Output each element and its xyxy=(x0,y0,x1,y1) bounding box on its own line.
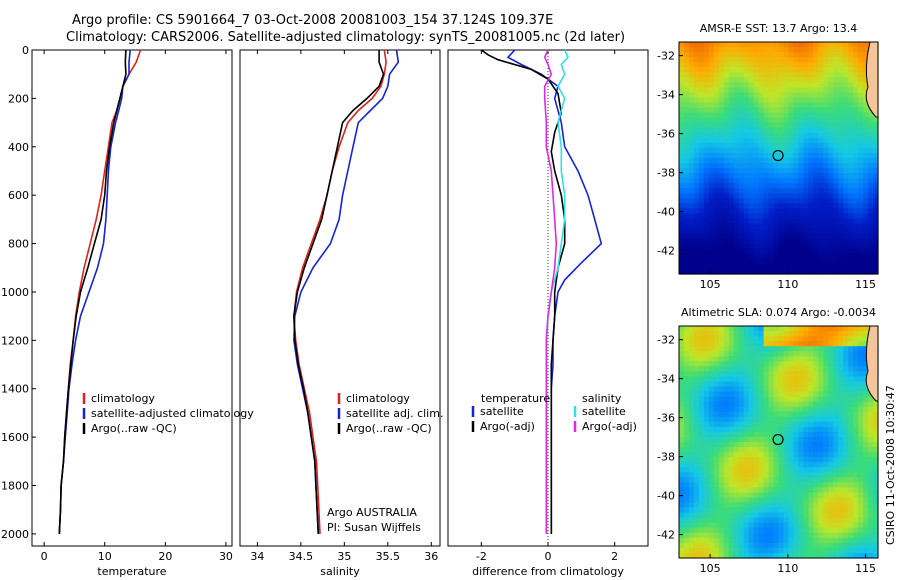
x-tick-label: 35 xyxy=(337,550,351,563)
map-x-tick-label: 115 xyxy=(855,562,876,575)
map-frame-3 xyxy=(678,41,879,275)
x-tick-label: 34.5 xyxy=(289,550,314,563)
x-tick-label: 36 xyxy=(424,550,438,563)
argo-position-marker xyxy=(772,149,784,162)
y-tick-label: 1000 xyxy=(1,286,29,299)
map-title-3: AMSR-E SST: 13.7 Argo: 13.4 xyxy=(700,22,858,35)
map-y-tick-label: -34 xyxy=(657,89,675,102)
y-tick-label: 200 xyxy=(8,92,29,105)
map-y-tick-label: -32 xyxy=(657,334,675,347)
timestamp-label: CSIRO 11-Oct-2008 10:30:47 xyxy=(884,385,897,545)
series-line-1-0 xyxy=(293,49,387,534)
series-line-1-2 xyxy=(293,50,385,534)
legend-title-salinity: salinity xyxy=(582,392,622,405)
map-field-4 xyxy=(679,326,879,559)
x-tick-label: 0 xyxy=(545,550,552,563)
map-y-tick-label: -32 xyxy=(657,50,675,63)
x-tick-label: -2 xyxy=(476,550,487,563)
legend-label: satellite xyxy=(480,405,524,418)
series-line-0-2 xyxy=(58,49,127,534)
plot-frame-0 xyxy=(31,49,233,547)
legend-label: Argo(..raw -QC) xyxy=(346,422,432,435)
legend-label: satellite adj. clim. xyxy=(346,407,443,420)
y-tick-label: 1600 xyxy=(1,431,29,444)
y-tick-label: 600 xyxy=(8,189,29,202)
map-x-tick-label: 115 xyxy=(855,278,876,291)
map-y-tick-label: -42 xyxy=(657,245,675,258)
map-x-tick-label: 105 xyxy=(700,562,721,575)
x-axis-label: salinity xyxy=(320,565,360,578)
annotation-line1: Argo AUSTRALIA xyxy=(327,506,417,519)
coastline-3 xyxy=(865,41,879,118)
map-y-tick-label: -40 xyxy=(657,490,675,503)
y-tick-label: 400 xyxy=(8,141,29,154)
x-tick-label: 10 xyxy=(98,550,112,563)
legend-label: Argo(-adj) xyxy=(582,420,637,433)
legend-label: Argo(..raw -QC) xyxy=(91,422,177,435)
y-tick-label: 1800 xyxy=(1,480,29,493)
x-tick-label: 34 xyxy=(250,550,264,563)
x-tick-label: 20 xyxy=(158,550,172,563)
map-x-tick-label: 110 xyxy=(777,278,798,291)
x-tick-label: 35.5 xyxy=(376,550,401,563)
y-tick-label: 1200 xyxy=(1,334,29,347)
coastline-4 xyxy=(865,325,879,402)
legend-title-temperature: temperature xyxy=(481,392,550,405)
y-tick-label: 0 xyxy=(22,44,29,57)
x-tick-label: 0 xyxy=(41,550,48,563)
chart-title-line2: Climatology: CARS2006. Satellite-adjuste… xyxy=(66,30,626,45)
map-y-tick-label: -40 xyxy=(657,206,675,219)
map-y-tick-label: -42 xyxy=(657,529,675,542)
chart-title-line1: Argo profile: CS 5901664_7 03-Oct-2008 2… xyxy=(72,13,554,28)
y-tick-label: 2000 xyxy=(1,528,29,541)
annotation-line2: PI: Susan Wijffels xyxy=(327,521,421,534)
plot-frame-1 xyxy=(239,49,441,547)
legend-label: satellite-adjusted climatology xyxy=(91,407,254,420)
legend-label: climatology xyxy=(346,392,410,405)
map-field-3 xyxy=(679,42,879,275)
map-y-tick-label: -38 xyxy=(657,167,675,180)
legend-label: satellite xyxy=(582,405,626,418)
plot-frame-2 xyxy=(447,49,649,547)
y-tick-label: 800 xyxy=(8,238,29,251)
y-tick-label: 1400 xyxy=(1,383,29,396)
map-frame-4 xyxy=(678,325,879,559)
argo-position-marker xyxy=(772,433,784,446)
x-tick-label: 2 xyxy=(611,550,618,563)
map-x-tick-label: 110 xyxy=(777,562,798,575)
legend-label: climatology xyxy=(91,392,155,405)
x-axis-label: difference from climatology xyxy=(472,565,624,578)
map-y-tick-label: -36 xyxy=(657,412,675,425)
series-line-2-3 xyxy=(543,49,558,534)
map-y-tick-label: -36 xyxy=(657,128,675,141)
map-x-tick-label: 105 xyxy=(700,278,721,291)
x-tick-label: 30 xyxy=(219,550,233,563)
map-y-tick-label: -34 xyxy=(657,373,675,386)
x-axis-label: temperature xyxy=(97,565,166,578)
map-y-tick-label: -38 xyxy=(657,451,675,464)
map-title-4: Altimetric SLA: 0.074 Argo: -0.0034 xyxy=(681,306,876,319)
legend-label: Argo(-adj) xyxy=(480,420,535,433)
